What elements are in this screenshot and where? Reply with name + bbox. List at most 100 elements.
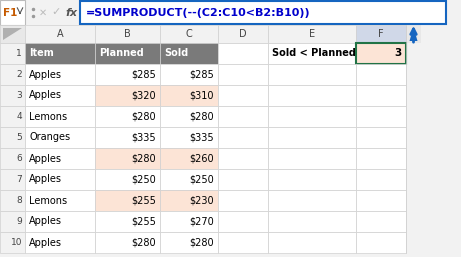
- Bar: [218, 148, 268, 169]
- Bar: [356, 106, 406, 127]
- Text: 8: 8: [16, 196, 22, 205]
- Text: Apples: Apples: [29, 237, 62, 247]
- Text: $280: $280: [131, 237, 156, 247]
- Text: 2: 2: [17, 70, 22, 79]
- Bar: [356, 64, 406, 85]
- Text: Apples: Apples: [29, 153, 62, 163]
- Bar: [268, 85, 356, 106]
- Bar: [406, 85, 421, 106]
- Bar: [0, 64, 25, 85]
- Text: Planned: Planned: [99, 49, 144, 59]
- Text: $335: $335: [131, 133, 156, 142]
- Bar: [25, 106, 95, 127]
- Bar: [356, 43, 406, 64]
- Bar: [160, 211, 218, 232]
- Bar: [218, 232, 268, 253]
- Bar: [160, 127, 218, 148]
- Bar: [218, 127, 268, 148]
- Bar: [218, 64, 268, 85]
- Bar: [356, 85, 406, 106]
- Bar: [268, 211, 356, 232]
- Bar: [406, 232, 421, 253]
- Bar: [0, 25, 25, 43]
- Text: $285: $285: [131, 69, 156, 79]
- Text: Lemons: Lemons: [29, 196, 67, 206]
- Bar: [95, 25, 160, 43]
- Bar: [218, 85, 268, 106]
- Bar: [95, 106, 160, 127]
- Bar: [406, 211, 421, 232]
- Text: 3: 3: [16, 91, 22, 100]
- Text: $260: $260: [189, 153, 214, 163]
- Bar: [356, 127, 406, 148]
- Bar: [95, 169, 160, 190]
- Bar: [160, 232, 218, 253]
- Bar: [268, 169, 356, 190]
- Text: Item: Item: [29, 49, 54, 59]
- Text: Lemons: Lemons: [29, 112, 67, 122]
- Bar: [268, 127, 356, 148]
- Bar: [25, 25, 95, 43]
- Bar: [356, 169, 406, 190]
- Text: $310: $310: [189, 90, 214, 100]
- Bar: [406, 190, 421, 211]
- Bar: [356, 190, 406, 211]
- Bar: [0, 211, 25, 232]
- Bar: [356, 232, 406, 253]
- Text: 1: 1: [16, 49, 22, 58]
- Bar: [25, 64, 95, 85]
- Text: fx: fx: [65, 7, 77, 17]
- Bar: [406, 43, 421, 64]
- Bar: [0, 127, 25, 148]
- Bar: [0, 85, 25, 106]
- Text: Apples: Apples: [29, 175, 62, 185]
- Bar: [0, 232, 25, 253]
- Bar: [356, 148, 406, 169]
- Bar: [268, 64, 356, 85]
- Bar: [160, 190, 218, 211]
- Bar: [95, 232, 160, 253]
- Bar: [406, 25, 421, 43]
- Bar: [268, 106, 356, 127]
- Bar: [95, 211, 160, 232]
- Bar: [218, 211, 268, 232]
- Text: 5: 5: [16, 133, 22, 142]
- Bar: [218, 169, 268, 190]
- Text: ✕: ✕: [39, 7, 47, 17]
- Bar: [80, 1, 446, 24]
- Bar: [406, 64, 421, 85]
- Bar: [95, 127, 160, 148]
- Bar: [406, 148, 421, 169]
- Bar: [406, 127, 421, 148]
- Text: 9: 9: [16, 217, 22, 226]
- Bar: [25, 232, 95, 253]
- Bar: [0, 190, 25, 211]
- Bar: [25, 169, 95, 190]
- Text: Sold < Planned: Sold < Planned: [272, 49, 356, 59]
- Bar: [95, 64, 160, 85]
- Bar: [160, 43, 218, 64]
- Bar: [160, 169, 218, 190]
- Text: $230: $230: [189, 196, 214, 206]
- Bar: [25, 43, 95, 64]
- Bar: [0, 148, 25, 169]
- Bar: [160, 64, 218, 85]
- Text: $280: $280: [189, 112, 214, 122]
- Text: A: A: [57, 29, 63, 39]
- Text: Sold: Sold: [164, 49, 188, 59]
- Text: =SUMPRODUCT(--(C2:C10<B2:B10)): =SUMPRODUCT(--(C2:C10<B2:B10)): [86, 7, 311, 17]
- Bar: [160, 25, 218, 43]
- Bar: [0, 106, 25, 127]
- Bar: [95, 85, 160, 106]
- Text: 4: 4: [17, 112, 22, 121]
- Polygon shape: [3, 28, 22, 40]
- Bar: [0, 0, 25, 25]
- Text: B: B: [124, 29, 131, 39]
- Text: $250: $250: [189, 175, 214, 185]
- Text: $285: $285: [189, 69, 214, 79]
- Text: $280: $280: [131, 153, 156, 163]
- Bar: [25, 148, 95, 169]
- Bar: [356, 25, 406, 43]
- Text: C: C: [186, 29, 192, 39]
- Bar: [356, 211, 406, 232]
